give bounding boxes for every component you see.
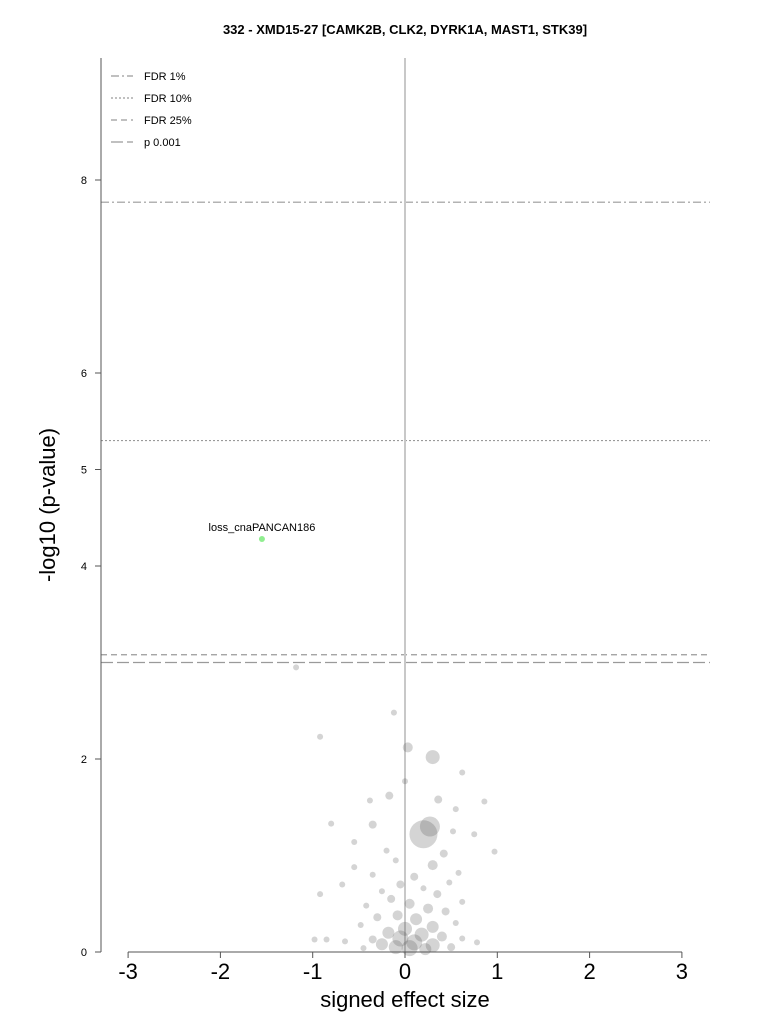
data-point-55 [342,938,349,945]
data-point-16 [449,828,456,835]
data-point-39 [423,903,434,914]
highlight-point-group: loss_cnaPANCAN186 [209,522,316,542]
data-point-29 [396,880,405,889]
data-point-25 [455,869,462,876]
data-point-42 [373,913,382,922]
data-point-47 [398,921,412,936]
data-point-12 [419,816,440,837]
x-tick-label-3: 0 [399,959,411,984]
data-point-2 [317,733,324,740]
data-point-36 [459,898,466,905]
data-point-45 [357,921,364,928]
y-axis-label: -log10 (p-value) [35,428,60,582]
data-point-60 [425,938,440,953]
y-tick-label-1: 2 [81,754,87,766]
data-point-58 [473,939,480,946]
data-point-11 [452,806,459,813]
data-point-1 [390,709,397,716]
data-point-64 [447,943,456,952]
x-axis-ticks: -3 -2 -1 0 1 2 3 [118,952,688,984]
data-point-54 [323,936,330,943]
data-point-38 [363,902,370,909]
legend-label-2: FDR 25% [144,115,192,127]
data-point-32 [378,888,385,895]
data-point-17 [471,831,478,838]
data-point-15 [328,820,335,827]
data-point-6 [459,769,466,776]
data-point-56 [406,934,423,951]
x-tick-label-6: 3 [676,959,688,984]
data-point-65 [360,945,367,952]
y-tick-label-5: 8 [81,175,87,187]
data-point-59 [375,938,388,951]
data-point-18 [491,848,498,855]
x-tick-label-4: 1 [491,959,503,984]
data-point-20 [383,847,390,854]
y-tick-label-2: 4 [81,561,87,573]
data-point-31 [420,885,427,892]
data-point-13 [409,820,438,849]
data-point-37 [404,898,415,909]
data-point-19 [351,838,358,845]
data-point-33 [433,890,442,899]
data-point-21 [439,849,448,858]
data-point-10 [366,797,373,804]
data-point-0 [293,664,300,671]
data-point-46 [426,920,439,933]
data-point-9 [481,798,488,805]
x-tick-label-5: 2 [583,959,595,984]
y-tick-label-0: 0 [81,947,87,959]
data-point-27 [410,872,419,881]
data-point-41 [392,910,403,921]
data-point-51 [392,930,409,947]
data-point-5 [402,778,408,785]
data-point-63 [419,943,432,956]
data-point-26 [369,871,376,878]
data-point-34 [317,891,324,898]
highlight-point [258,535,265,542]
x-tick-label-0: -3 [118,959,138,984]
data-points [293,664,498,957]
data-point-14 [368,820,377,829]
data-point-44 [452,920,459,927]
data-point-40 [441,907,450,916]
data-point-50 [436,931,447,942]
x-tick-label-1: -2 [211,959,231,984]
data-point-23 [427,860,438,871]
data-point-61 [388,940,403,955]
x-axis-label: signed effect size [320,987,490,1012]
data-point-53 [311,936,318,943]
legend-label-1: FDR 10% [144,93,192,105]
data-point-49 [414,927,429,942]
data-point-28 [446,879,453,886]
data-point-52 [368,935,377,944]
y-axis-ticks: 0 2 4 5 6 8 [81,175,101,959]
data-point-7 [385,791,394,800]
legend-label-3: p 0.001 [144,137,181,149]
y-tick-label-4: 6 [81,368,87,380]
data-point-22 [392,857,399,864]
data-point-4 [425,750,440,765]
data-point-8 [434,795,443,804]
data-point-24 [351,864,358,871]
data-point-3 [402,742,413,753]
x-tick-label-2: -1 [303,959,323,984]
data-point-30 [339,881,346,888]
data-point-35 [387,894,396,903]
data-point-43 [410,913,423,926]
data-point-62 [401,940,418,957]
highlight-label: loss_cnaPANCAN186 [209,522,316,534]
legend-label-0: FDR 1% [144,71,186,83]
chart-title: 332 - XMD15-27 [CAMK2B, CLK2, DYRK1A, MA… [223,22,587,37]
data-point-57 [459,935,466,942]
legend: FDR 1% FDR 10% FDR 25% p 0.001 [111,71,192,149]
data-point-48 [382,926,395,939]
y-tick-label-3: 5 [81,465,87,477]
